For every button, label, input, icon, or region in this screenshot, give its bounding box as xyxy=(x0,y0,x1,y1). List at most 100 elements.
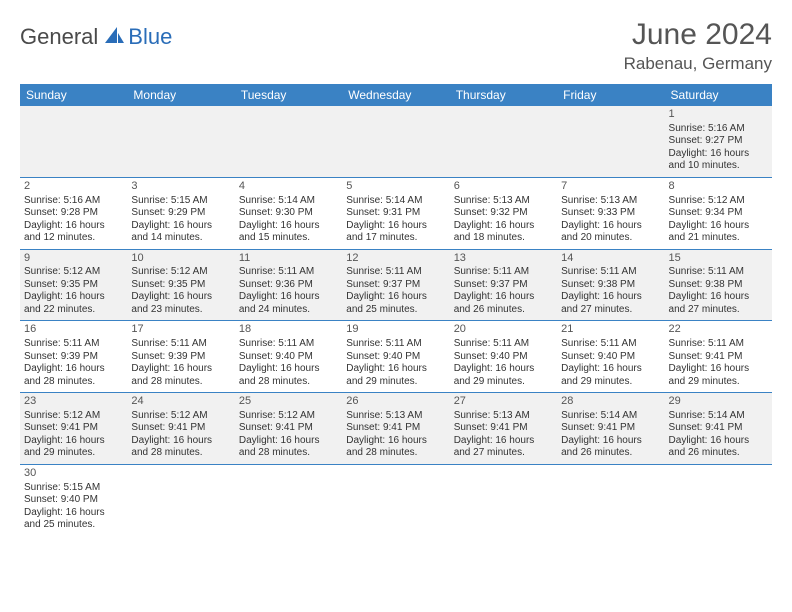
sunrise-text: Sunrise: 5:15 AM xyxy=(131,195,230,208)
header: General Blue June 2024 Rabenau, Germany xyxy=(20,18,772,74)
calendar-week: 9Sunrise: 5:12 AMSunset: 9:35 PMDaylight… xyxy=(20,249,772,321)
sunrise-text: Sunrise: 5:11 AM xyxy=(669,266,768,279)
sunrise-text: Sunrise: 5:14 AM xyxy=(346,195,445,208)
day-number: 28 xyxy=(561,395,660,409)
daylight-text: Daylight: 16 hours and 27 minutes. xyxy=(669,291,768,316)
calendar-cell: 8Sunrise: 5:12 AMSunset: 9:34 PMDaylight… xyxy=(665,177,772,249)
daylight-text: Daylight: 16 hours and 29 minutes. xyxy=(346,363,445,388)
sunset-text: Sunset: 9:29 PM xyxy=(131,207,230,220)
sunrise-text: Sunrise: 5:11 AM xyxy=(669,338,768,351)
calendar-cell: 12Sunrise: 5:11 AMSunset: 9:37 PMDayligh… xyxy=(342,249,449,321)
logo-sail-icon xyxy=(103,25,125,50)
calendar-week: 1Sunrise: 5:16 AMSunset: 9:27 PMDaylight… xyxy=(20,106,772,177)
sunrise-text: Sunrise: 5:12 AM xyxy=(131,410,230,423)
calendar-cell: 17Sunrise: 5:11 AMSunset: 9:39 PMDayligh… xyxy=(127,321,234,393)
day-number: 10 xyxy=(131,252,230,266)
sunrise-text: Sunrise: 5:16 AM xyxy=(24,195,123,208)
logo-text-blue: Blue xyxy=(128,24,172,50)
title-block: June 2024 Rabenau, Germany xyxy=(624,18,772,74)
sunset-text: Sunset: 9:32 PM xyxy=(454,207,553,220)
calendar-cell: 25Sunrise: 5:12 AMSunset: 9:41 PMDayligh… xyxy=(235,393,342,465)
calendar-cell: 28Sunrise: 5:14 AMSunset: 9:41 PMDayligh… xyxy=(557,393,664,465)
calendar-cell: 1Sunrise: 5:16 AMSunset: 9:27 PMDaylight… xyxy=(665,106,772,177)
sunrise-text: Sunrise: 5:12 AM xyxy=(24,266,123,279)
day-header: Monday xyxy=(127,84,234,106)
day-number: 22 xyxy=(669,323,768,337)
calendar-cell: 23Sunrise: 5:12 AMSunset: 9:41 PMDayligh… xyxy=(20,393,127,465)
day-number: 16 xyxy=(24,323,123,337)
daylight-text: Daylight: 16 hours and 25 minutes. xyxy=(346,291,445,316)
daylight-text: Daylight: 16 hours and 26 minutes. xyxy=(454,291,553,316)
day-header: Saturday xyxy=(665,84,772,106)
month-title: June 2024 xyxy=(624,18,772,52)
sunset-text: Sunset: 9:37 PM xyxy=(346,279,445,292)
day-number: 13 xyxy=(454,252,553,266)
sunset-text: Sunset: 9:34 PM xyxy=(669,207,768,220)
daylight-text: Daylight: 16 hours and 29 minutes. xyxy=(454,363,553,388)
day-number: 6 xyxy=(454,180,553,194)
calendar-cell: 10Sunrise: 5:12 AMSunset: 9:35 PMDayligh… xyxy=(127,249,234,321)
sunset-text: Sunset: 9:27 PM xyxy=(669,135,768,148)
calendar-cell: 5Sunrise: 5:14 AMSunset: 9:31 PMDaylight… xyxy=(342,177,449,249)
sunrise-text: Sunrise: 5:14 AM xyxy=(669,410,768,423)
calendar-cell: 30Sunrise: 5:15 AMSunset: 9:40 PMDayligh… xyxy=(20,464,127,535)
sunset-text: Sunset: 9:40 PM xyxy=(454,351,553,364)
daylight-text: Daylight: 16 hours and 26 minutes. xyxy=(669,435,768,460)
sunrise-text: Sunrise: 5:11 AM xyxy=(346,266,445,279)
sunrise-text: Sunrise: 5:13 AM xyxy=(454,410,553,423)
sunrise-text: Sunrise: 5:12 AM xyxy=(131,266,230,279)
daylight-text: Daylight: 16 hours and 22 minutes. xyxy=(24,291,123,316)
daylight-text: Daylight: 16 hours and 15 minutes. xyxy=(239,220,338,245)
sunrise-text: Sunrise: 5:11 AM xyxy=(239,338,338,351)
sunrise-text: Sunrise: 5:16 AM xyxy=(669,123,768,136)
day-number: 19 xyxy=(346,323,445,337)
sunset-text: Sunset: 9:35 PM xyxy=(131,279,230,292)
day-number: 4 xyxy=(239,180,338,194)
logo: General Blue xyxy=(20,24,172,50)
calendar-cell: 24Sunrise: 5:12 AMSunset: 9:41 PMDayligh… xyxy=(127,393,234,465)
sunrise-text: Sunrise: 5:15 AM xyxy=(24,482,123,495)
day-number: 27 xyxy=(454,395,553,409)
sunset-text: Sunset: 9:40 PM xyxy=(239,351,338,364)
day-number: 26 xyxy=(346,395,445,409)
sunset-text: Sunset: 9:28 PM xyxy=(24,207,123,220)
daylight-text: Daylight: 16 hours and 27 minutes. xyxy=(561,291,660,316)
daylight-text: Daylight: 16 hours and 28 minutes. xyxy=(24,363,123,388)
calendar-cell: 21Sunrise: 5:11 AMSunset: 9:40 PMDayligh… xyxy=(557,321,664,393)
sunset-text: Sunset: 9:41 PM xyxy=(24,422,123,435)
calendar-week: 30Sunrise: 5:15 AMSunset: 9:40 PMDayligh… xyxy=(20,464,772,535)
sunset-text: Sunset: 9:30 PM xyxy=(239,207,338,220)
calendar-cell xyxy=(557,464,664,535)
day-number: 12 xyxy=(346,252,445,266)
sunset-text: Sunset: 9:41 PM xyxy=(669,351,768,364)
location: Rabenau, Germany xyxy=(624,54,772,74)
sunrise-text: Sunrise: 5:14 AM xyxy=(561,410,660,423)
daylight-text: Daylight: 16 hours and 14 minutes. xyxy=(131,220,230,245)
day-header: Sunday xyxy=(20,84,127,106)
calendar-cell: 26Sunrise: 5:13 AMSunset: 9:41 PMDayligh… xyxy=(342,393,449,465)
sunset-text: Sunset: 9:33 PM xyxy=(561,207,660,220)
calendar-cell: 6Sunrise: 5:13 AMSunset: 9:32 PMDaylight… xyxy=(450,177,557,249)
day-number: 5 xyxy=(346,180,445,194)
day-header: Friday xyxy=(557,84,664,106)
day-number: 9 xyxy=(24,252,123,266)
day-number: 24 xyxy=(131,395,230,409)
sunset-text: Sunset: 9:39 PM xyxy=(131,351,230,364)
day-number: 25 xyxy=(239,395,338,409)
sunset-text: Sunset: 9:39 PM xyxy=(24,351,123,364)
calendar-cell xyxy=(342,464,449,535)
sunrise-text: Sunrise: 5:11 AM xyxy=(454,266,553,279)
daylight-text: Daylight: 16 hours and 21 minutes. xyxy=(669,220,768,245)
sunrise-text: Sunrise: 5:11 AM xyxy=(346,338,445,351)
calendar-cell xyxy=(665,464,772,535)
day-number: 1 xyxy=(669,108,768,122)
calendar-week: 23Sunrise: 5:12 AMSunset: 9:41 PMDayligh… xyxy=(20,393,772,465)
sunrise-text: Sunrise: 5:11 AM xyxy=(454,338,553,351)
calendar-cell: 18Sunrise: 5:11 AMSunset: 9:40 PMDayligh… xyxy=(235,321,342,393)
daylight-text: Daylight: 16 hours and 26 minutes. xyxy=(561,435,660,460)
sunset-text: Sunset: 9:41 PM xyxy=(131,422,230,435)
sunset-text: Sunset: 9:38 PM xyxy=(669,279,768,292)
day-header: Wednesday xyxy=(342,84,449,106)
day-number: 23 xyxy=(24,395,123,409)
day-number: 7 xyxy=(561,180,660,194)
